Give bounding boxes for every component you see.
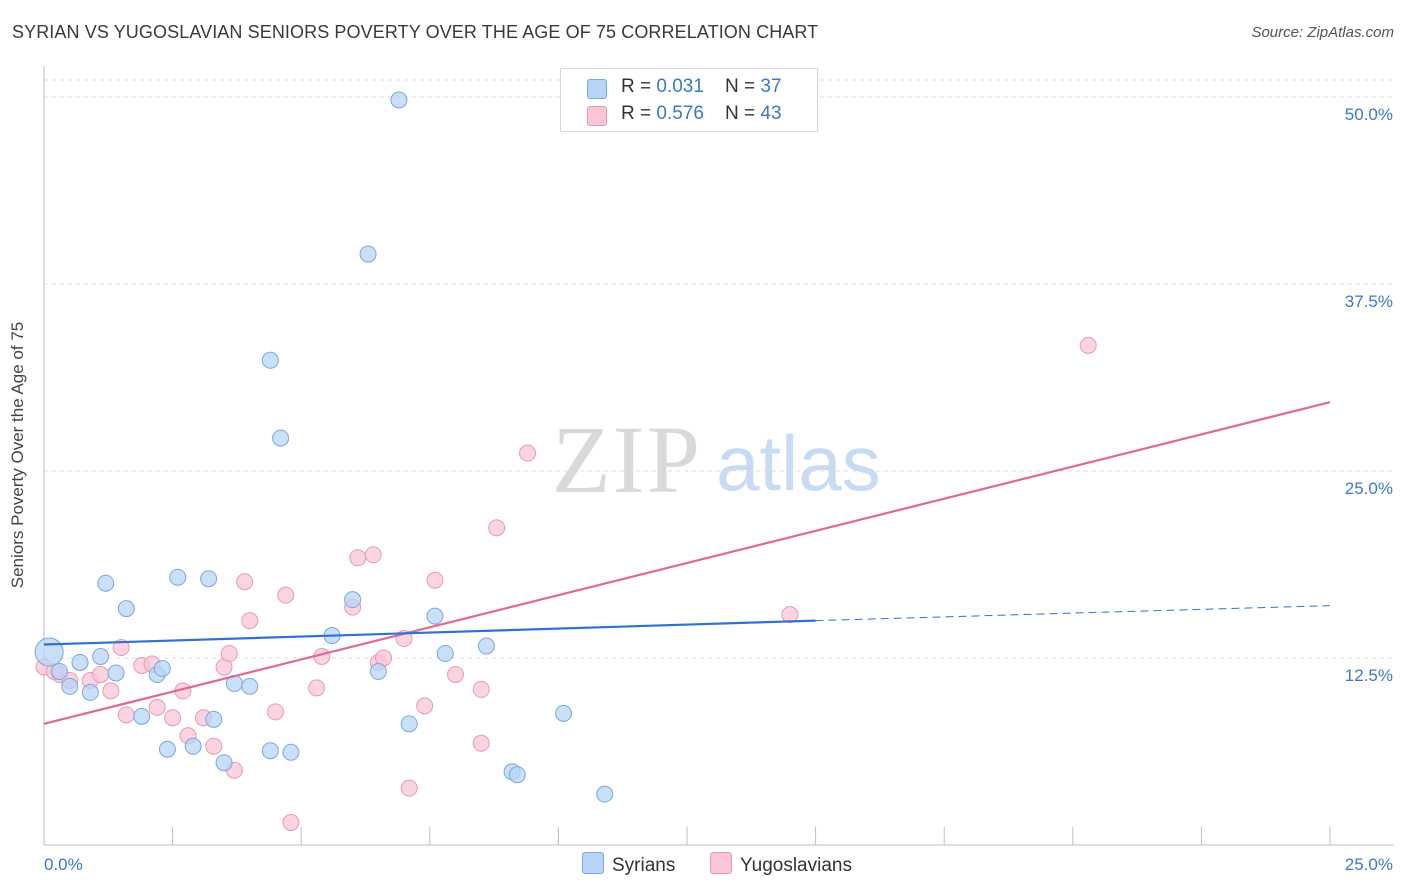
syrians-point [215,754,233,772]
bottom-legend-syrians: Syrians [582,852,675,877]
yugoslavians-point [781,606,799,624]
syrians-point [344,591,362,609]
syrians-point [117,600,135,618]
x-tick-label-max: 25.0% [1345,855,1393,874]
yugoslavians-n-value: 43 [760,103,782,124]
syrians-point [34,637,64,667]
yugoslavians-point [241,612,259,630]
syrians-point [107,664,125,682]
watermark-zip: ZIP [552,406,702,513]
syrians-point [261,351,279,369]
yugoslavians-point [117,706,135,724]
chart-title: SYRIAN VS YUGOSLAVIAN SENIORS POVERTY OV… [12,22,819,42]
yugoslavians-point [364,546,382,564]
syrians-point [169,568,187,586]
syrians-point [61,677,79,695]
y-tick-label: 50.0% [1345,105,1393,124]
yugoslavians-points [35,336,1097,832]
syrians-point [50,662,68,680]
yugoslavians-point [277,586,295,604]
syrians-point [97,574,115,592]
axes [43,66,1394,846]
yugoslavians-swatch [587,106,607,126]
syrians-point [272,429,290,447]
syrians-point [282,743,300,761]
syrians-point [400,715,418,733]
syrians-point [436,645,454,663]
syrians-point [369,662,387,680]
syrians-point [555,704,573,722]
yugoslavians-legend-swatch [710,852,732,874]
syrians-r-value: 0.031 [656,76,704,97]
source-label: Source: ZipAtlas.com [1251,24,1394,41]
yugoslavians-point [164,709,182,727]
syrians-point [596,785,614,803]
syrians-point [200,570,218,588]
syrians-point [261,742,279,760]
y-tick-label: 25.0% [1345,479,1393,498]
trend-lines [43,401,1331,725]
x-tick-label-min: 0.0% [44,855,83,874]
yugoslavians-r-value: 0.576 [656,103,704,124]
syrians-point [508,766,526,784]
yugoslavians-point [148,698,166,716]
yugoslavians-point [472,734,490,752]
watermark-atlas: atlas [716,419,881,507]
yugoslavians-point [205,737,223,755]
yugoslavians-point [112,639,130,657]
yugoslavians-point [236,573,254,591]
syrians-swatch [587,79,607,99]
yugoslavians-point [282,814,300,832]
syrians-point [71,653,89,671]
yugoslavians-point [349,549,367,567]
syrians-point [92,648,110,666]
syrians-point [205,710,223,728]
syrians-point [184,737,202,755]
syrians-point [133,707,151,725]
yugoslavians-point [308,679,326,697]
syrians-point [426,607,444,625]
syrians-point [153,659,171,677]
yugoslavians-point [92,665,110,683]
syrians-point [158,740,176,758]
yugoslavians-point [266,703,284,721]
syrians-point [241,677,259,695]
syrians-trend-extension [815,605,1331,622]
yugoslavians-point [220,645,238,663]
grid-lines [44,79,1394,659]
yugoslavians-point [400,779,418,797]
syrians-point [359,245,377,263]
bottom-legend-yugoslavians: Yugoslavians [710,852,852,877]
yugoslavians-point [447,665,465,683]
yugoslavians-point [416,697,434,715]
correlation-legend: R = 0.031 N = 37 R = 0.576 N = 43 [560,68,818,132]
syrians-legend-swatch [582,852,604,874]
yugoslavians-point [472,680,490,698]
x-tick-labels: 0.0% 25.0% [44,855,1393,874]
yugoslavians-point [1079,336,1097,354]
syrians-point [390,91,408,109]
watermark: ZIP atlas [552,406,881,513]
yugoslavians-point [102,682,120,700]
y-tick-labels: 12.5% 25.0% 37.5% 50.0% [1345,105,1393,685]
syrians-point [477,637,495,655]
yugoslavians-trend-line [43,401,1331,725]
syrians-points [34,91,614,803]
yugoslavians-point [488,519,506,537]
yugoslavians-point [426,571,444,589]
syrians-n-value: 37 [760,76,782,97]
syrians-trend-line [43,619,816,646]
yugoslavians-point [519,444,537,462]
y-tick-label: 12.5% [1345,666,1393,685]
y-tick-label: 37.5% [1345,292,1393,311]
syrians-point [81,683,99,701]
